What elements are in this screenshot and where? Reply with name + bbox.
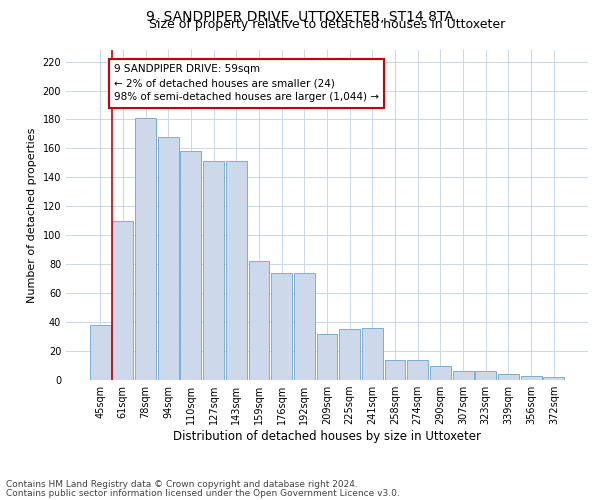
Bar xyxy=(362,328,383,380)
Bar xyxy=(181,152,202,380)
Bar xyxy=(475,372,496,380)
Bar xyxy=(226,162,247,380)
Bar xyxy=(498,374,519,380)
Y-axis label: Number of detached properties: Number of detached properties xyxy=(27,128,37,302)
Bar xyxy=(203,162,224,380)
Bar xyxy=(385,360,406,380)
Bar xyxy=(158,137,179,380)
X-axis label: Distribution of detached houses by size in Uttoxeter: Distribution of detached houses by size … xyxy=(173,430,481,443)
Text: 9 SANDPIPER DRIVE: 59sqm
← 2% of detached houses are smaller (24)
98% of semi-de: 9 SANDPIPER DRIVE: 59sqm ← 2% of detache… xyxy=(114,64,379,102)
Bar xyxy=(521,376,542,380)
Bar xyxy=(135,118,156,380)
Bar xyxy=(407,360,428,380)
Bar xyxy=(248,262,269,380)
Bar xyxy=(339,330,360,380)
Bar xyxy=(294,273,315,380)
Bar xyxy=(271,273,292,380)
Text: 9, SANDPIPER DRIVE, UTTOXETER, ST14 8TA: 9, SANDPIPER DRIVE, UTTOXETER, ST14 8TA xyxy=(146,10,454,24)
Bar xyxy=(317,334,337,380)
Title: Size of property relative to detached houses in Uttoxeter: Size of property relative to detached ho… xyxy=(149,18,505,31)
Text: Contains HM Land Registry data © Crown copyright and database right 2024.: Contains HM Land Registry data © Crown c… xyxy=(6,480,358,489)
Bar xyxy=(430,366,451,380)
Bar xyxy=(90,325,110,380)
Bar xyxy=(452,372,473,380)
Text: Contains public sector information licensed under the Open Government Licence v3: Contains public sector information licen… xyxy=(6,488,400,498)
Bar xyxy=(112,221,133,380)
Bar xyxy=(544,377,564,380)
